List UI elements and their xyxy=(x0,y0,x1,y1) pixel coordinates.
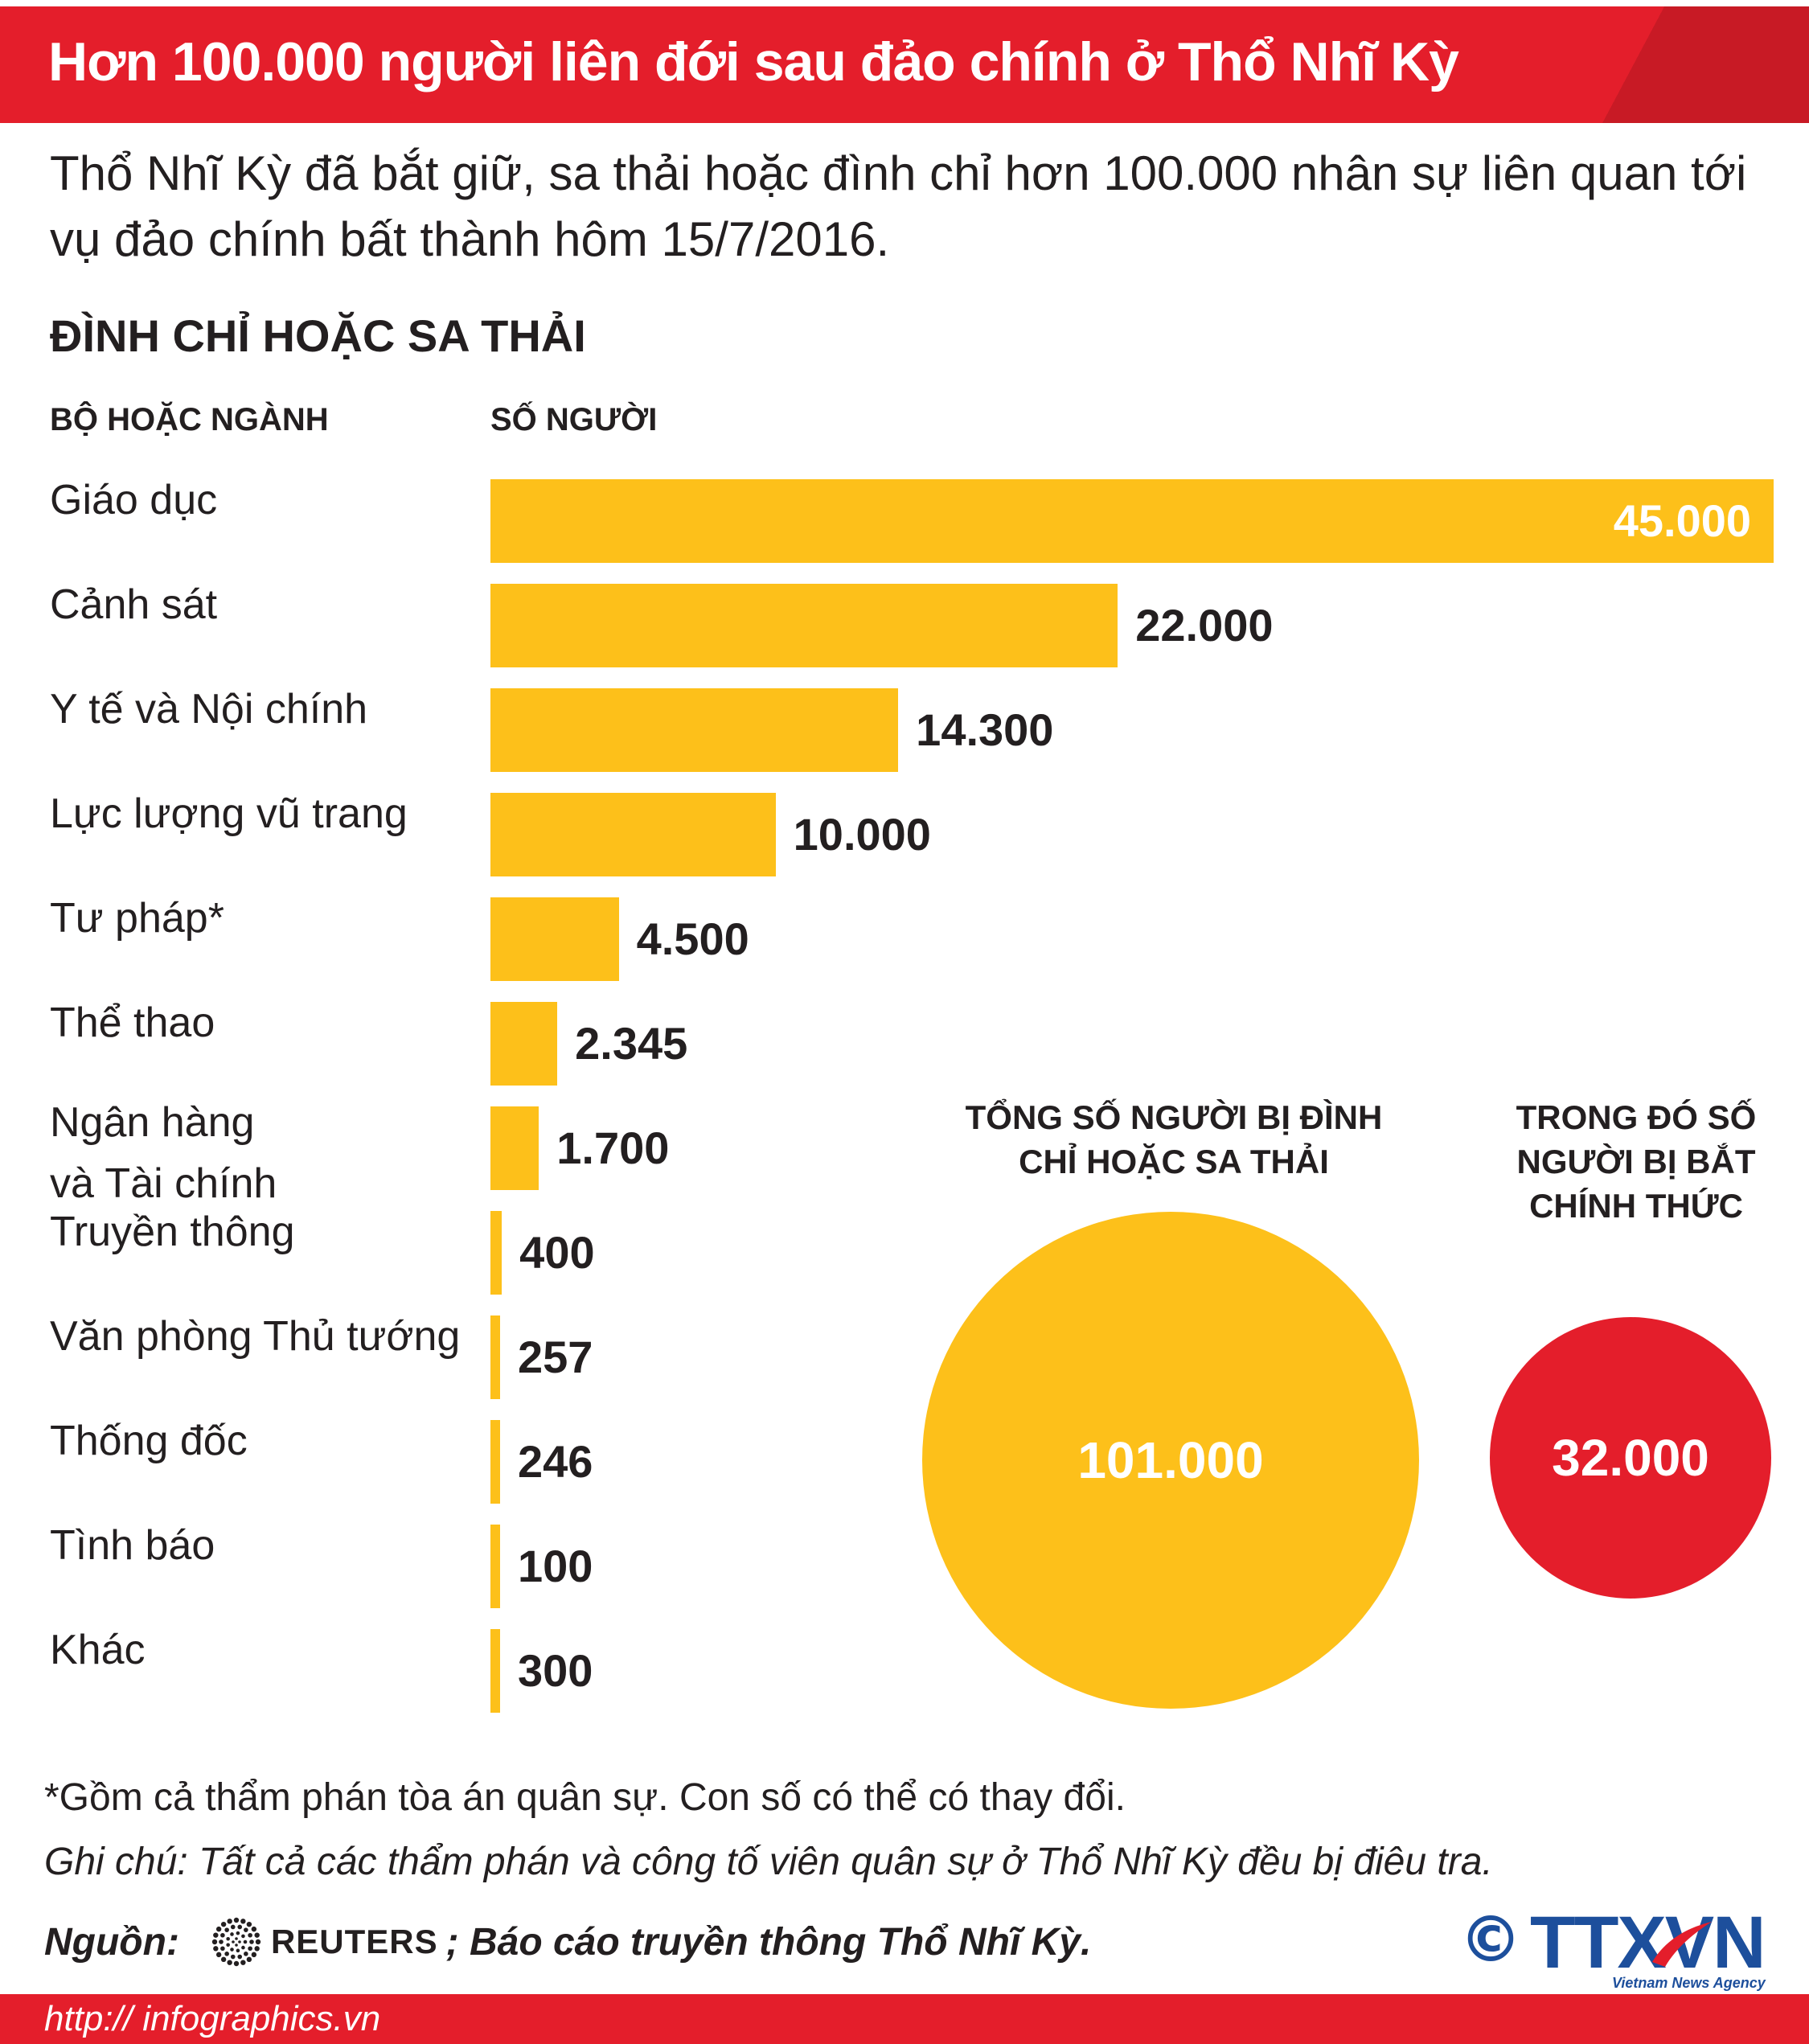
bar xyxy=(490,1525,500,1608)
reuters-wordmark: REUTERS xyxy=(270,1923,438,1960)
total-heading: TỔNG SỐ NGƯỜI BỊ ĐÌNH CHỈ HOẶC SA THẢI xyxy=(965,1098,1383,1180)
value-label: 14.300 xyxy=(916,704,1054,755)
column-header-count: SỐ NGƯỜI xyxy=(490,402,658,437)
top-margin xyxy=(0,0,1809,6)
category-label: Giáo dục xyxy=(50,477,218,523)
section-title: ĐÌNH CHỈ HOẶC SA THẢI xyxy=(50,310,586,361)
value-label: 246 xyxy=(518,1436,593,1487)
total-circle: 101.000 xyxy=(922,1212,1419,1709)
arrested-value: 32.000 xyxy=(1552,1429,1709,1487)
bar xyxy=(490,1420,500,1504)
bar xyxy=(490,897,619,981)
reuters-logo-icon xyxy=(211,1917,261,1967)
value-label: 100 xyxy=(518,1541,593,1591)
bar xyxy=(490,688,899,772)
category-label: Khác xyxy=(50,1627,146,1673)
value-label: 1.700 xyxy=(556,1123,670,1173)
category-label: Y tế và Nội chính xyxy=(50,686,368,733)
bar xyxy=(490,1315,500,1399)
category-label: Tư pháp* xyxy=(50,895,224,942)
category-label: Thống đốc xyxy=(50,1418,248,1464)
footer-url: http:// infographics.vn xyxy=(44,1999,381,2038)
remark: Ghi chú: Tất cả các thẩm phán và công tố… xyxy=(44,1841,1493,1883)
category-label: Tình báo xyxy=(50,1522,215,1569)
value-label: 10.000 xyxy=(793,809,931,860)
bar xyxy=(490,584,1118,667)
logo-swoosh-icon xyxy=(1652,1922,1712,1967)
bar xyxy=(490,1002,558,1086)
source-text: ; Báo cáo truyền thông Thổ Nhĩ Kỳ. xyxy=(445,1920,1092,1964)
category-label: Lực lượng vũ trang xyxy=(50,790,408,837)
source-line: Nguồn: REUTERS ; Báo cáo truyền thông Th… xyxy=(44,1914,1091,1970)
value-label: 2.345 xyxy=(575,1018,688,1069)
category-label: Truyền thông xyxy=(50,1209,295,1255)
footnote: *Gồm cả thẩm phán tòa án quân sự. Con số… xyxy=(44,1776,1126,1819)
arrested-circle: 32.000 xyxy=(1490,1317,1771,1599)
value-label: 22.000 xyxy=(1135,600,1274,651)
banner-fold-decoration xyxy=(1576,6,1809,123)
value-label: 300 xyxy=(518,1645,593,1696)
arrested-heading: TRONG ĐÓ SỐ NGƯỜI BỊ BẮT CHÍNH THỨC xyxy=(1516,1098,1757,1225)
bar xyxy=(490,479,1774,563)
column-header-category: BỘ HOẶC NGÀNH xyxy=(50,402,329,437)
bar xyxy=(490,793,776,876)
bar xyxy=(490,1629,500,1713)
category-label: Ngân hàng và Tài chính xyxy=(50,1099,277,1207)
footer-bar: http:// infographics.vn xyxy=(0,1994,1809,2044)
logo-wordmark: TTXVN xyxy=(1530,1902,1766,1984)
bar xyxy=(490,1106,539,1190)
category-label: Cảnh sát xyxy=(50,581,218,628)
category-label: Thể thao xyxy=(50,999,215,1046)
ttxvn-logo: © TTXVN Vietnam News Agency xyxy=(1459,1902,1769,2001)
value-label: 4.500 xyxy=(636,913,749,964)
total-value: 101.000 xyxy=(1077,1431,1264,1489)
value-label: 257 xyxy=(518,1332,593,1382)
copyright-icon: © xyxy=(1459,1904,1522,1976)
logo-tagline: Vietnam News Agency xyxy=(1612,1975,1766,1991)
page-subtitle: Thổ Nhĩ Kỳ đã bắt giữ, sa thải hoặc đình… xyxy=(50,146,1747,266)
value-label: 45.000 xyxy=(1613,495,1751,546)
bar xyxy=(490,1211,503,1295)
category-label: Văn phòng Thủ tướng xyxy=(50,1313,461,1360)
title-banner: Hơn 100.000 người liên đới sau đảo chính… xyxy=(0,6,1809,123)
source-label: Nguồn: xyxy=(44,1920,179,1964)
value-label: 400 xyxy=(519,1227,595,1278)
page-title: Hơn 100.000 người liên đới sau đảo chính… xyxy=(48,31,1459,92)
